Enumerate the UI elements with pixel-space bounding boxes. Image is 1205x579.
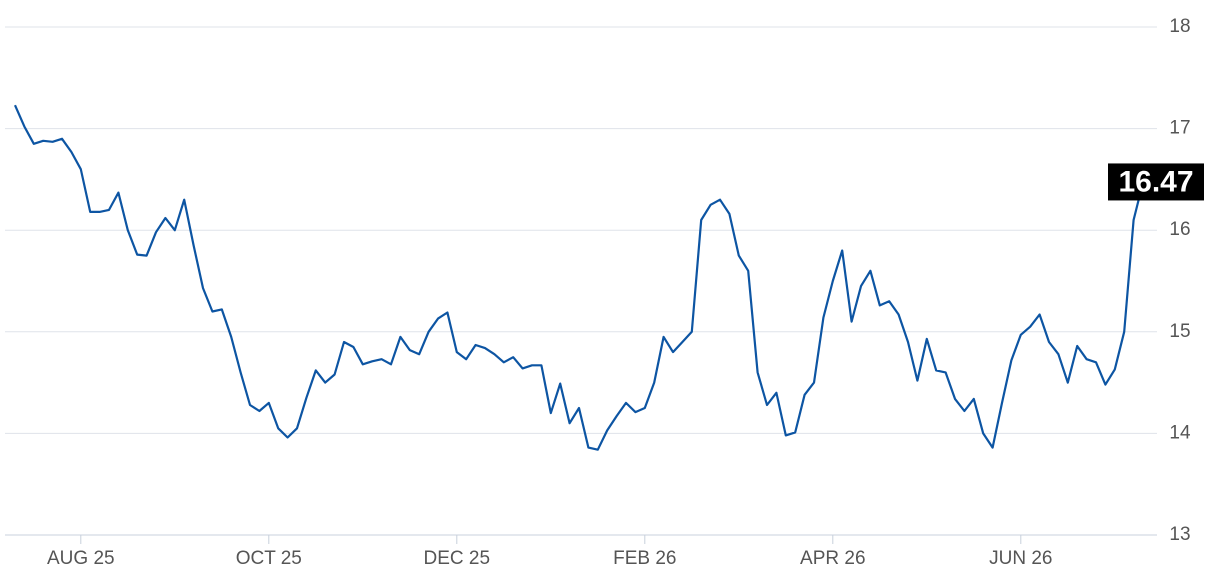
x-tick-label: DEC 25 bbox=[424, 548, 491, 569]
y-tick-label: 17 bbox=[1169, 118, 1190, 139]
y-tick-label: 18 bbox=[1169, 16, 1190, 37]
last-value-label: 16.47 bbox=[1118, 165, 1193, 198]
last-value-badge bbox=[1108, 163, 1204, 201]
price-line bbox=[13, 104, 1145, 451]
x-tick-label: APR 26 bbox=[800, 548, 865, 569]
x-tick-label: FEB 26 bbox=[613, 548, 676, 569]
y-tick-label: 13 bbox=[1169, 524, 1190, 545]
x-tick-label: JUN 26 bbox=[989, 548, 1052, 569]
y-tick-label: 14 bbox=[1169, 422, 1191, 443]
x-tick-label: OCT 25 bbox=[236, 548, 302, 569]
x-tick-label: AUG 25 bbox=[47, 548, 115, 569]
y-tick-label: 16 bbox=[1169, 219, 1190, 240]
y-tick-label: 15 bbox=[1169, 321, 1190, 342]
